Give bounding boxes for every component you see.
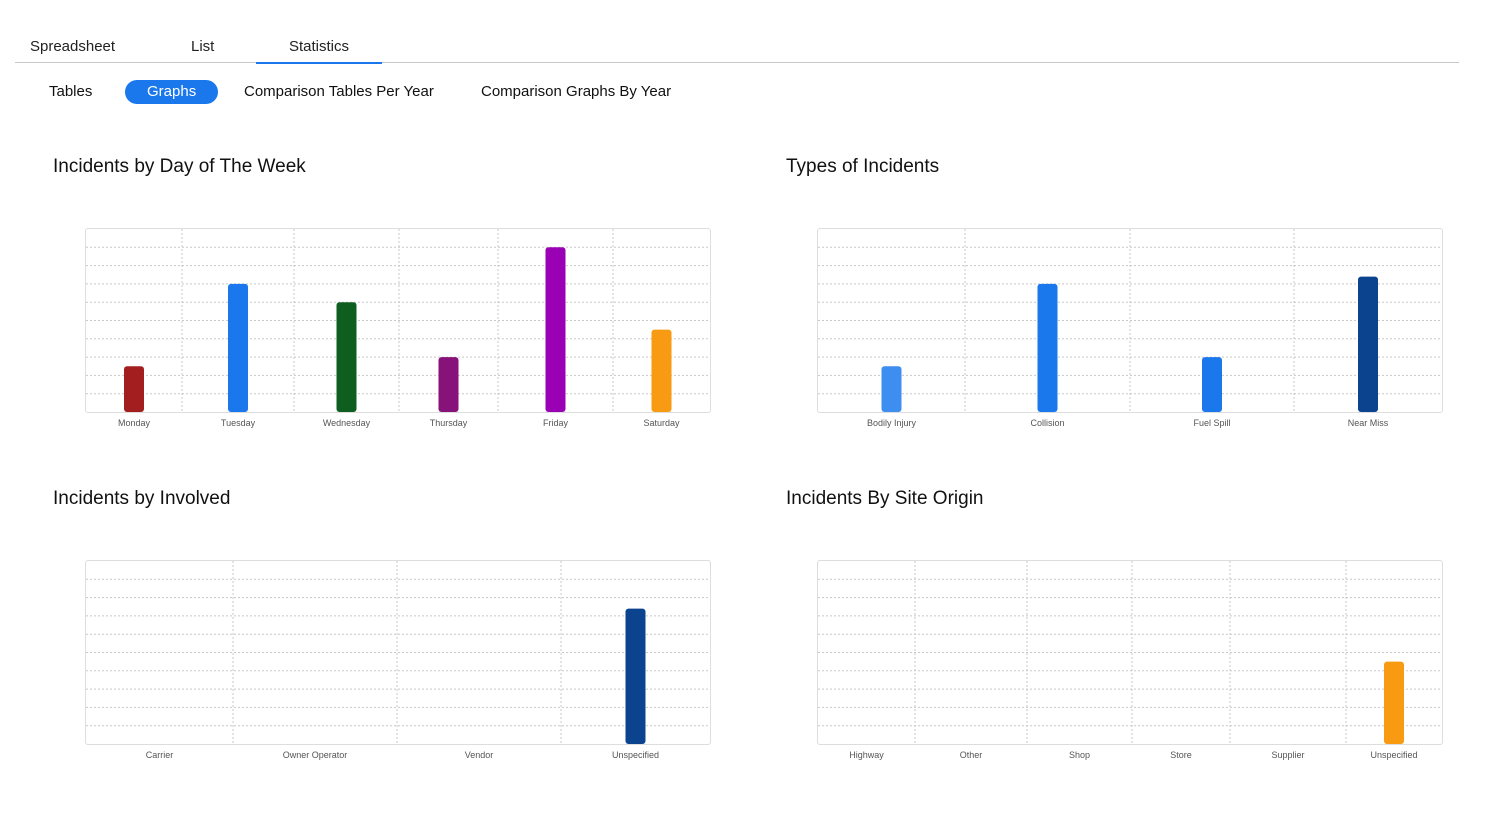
bar-collision[interactable] — [1037, 283, 1058, 412]
x-tick-label: Owner Operator — [283, 750, 348, 760]
tab-statistics[interactable]: Statistics — [255, 38, 383, 64]
x-tick-label: Unspecified — [612, 750, 659, 760]
x-tick-label: Fuel Spill — [1193, 418, 1230, 428]
bar-tuesday[interactable] — [228, 283, 248, 412]
x-tick-label: Collision — [1030, 418, 1064, 428]
subtab-tables[interactable]: Tables — [49, 83, 93, 100]
x-tick-label: Thursday — [430, 418, 468, 428]
x-tick-label: Wednesday — [323, 418, 371, 428]
subtab-graphs[interactable]: Graphs — [125, 80, 219, 104]
chart-day-of-week: Monday Tuesday Wednesday Thursday Friday Satu… — [85, 228, 711, 428]
main-tabs: Spreadsheet List Statistics — [15, 30, 1459, 64]
tab-spreadsheet[interactable]: Spreadsheet — [30, 38, 116, 55]
bar-fuel-spill[interactable] — [1202, 357, 1222, 412]
x-tick-label: Bodily Injury — [867, 418, 917, 428]
bar-chart-svg: Carrier Owner Operator Vendor Unspecified — [86, 561, 710, 760]
chart-involved: Carrier Owner Operator Vendor Unspecified — [85, 560, 711, 760]
bar-chart-svg: Bodily Injury Collision Fuel Spill Near Mis… — [818, 229, 1442, 428]
bar-chart-svg: Monday Tuesday Wednesday Thursday Friday Satu… — [86, 229, 710, 428]
x-tick-label: Supplier — [1271, 750, 1304, 760]
bar-unspecified[interactable] — [625, 608, 646, 744]
chart-title-types: Types of Incidents — [786, 156, 940, 177]
x-tick-label: Unspecified — [1370, 750, 1417, 760]
bar-friday[interactable] — [545, 247, 566, 412]
x-tick-label: Vendor — [465, 750, 494, 760]
bar-wednesday[interactable] — [336, 302, 357, 412]
chart-title-day-of-week: Incidents by Day of The Week — [53, 156, 306, 177]
tab-list[interactable]: List — [191, 38, 215, 55]
x-tick-label: Friday — [543, 418, 569, 428]
x-tick-label: Shop — [1069, 750, 1090, 760]
x-tick-label: Store — [1170, 750, 1192, 760]
bar-thursday[interactable] — [438, 357, 459, 412]
chart-site-origin: Highway Other Shop Store Supplier Unspecified — [817, 560, 1443, 760]
x-tick-label: Monday — [118, 418, 151, 428]
bar-unspecified[interactable] — [1384, 661, 1404, 744]
x-tick-label: Tuesday — [221, 418, 256, 428]
bar-monday[interactable] — [124, 366, 144, 412]
subtab-comparison-tables[interactable]: Comparison Tables Per Year — [244, 83, 434, 100]
x-tick-label: Highway — [849, 750, 884, 760]
bar-near-miss[interactable] — [1358, 276, 1378, 412]
x-tick-label: Saturday — [643, 418, 680, 428]
x-tick-label: Carrier — [146, 750, 174, 760]
x-tick-label: Other — [960, 750, 983, 760]
chart-types: Bodily Injury Collision Fuel Spill Near Mis… — [817, 228, 1443, 428]
bar-bodily-injury[interactable] — [881, 366, 902, 412]
chart-title-site-origin: Incidents By Site Origin — [786, 488, 984, 509]
bar-chart-svg: Highway Other Shop Store Supplier Unspecified — [818, 561, 1442, 760]
x-tick-label: Near Miss — [1348, 418, 1389, 428]
bar-saturday[interactable] — [651, 329, 672, 412]
chart-title-involved: Incidents by Involved — [53, 488, 231, 509]
subtab-comparison-graphs[interactable]: Comparison Graphs By Year — [481, 83, 672, 100]
